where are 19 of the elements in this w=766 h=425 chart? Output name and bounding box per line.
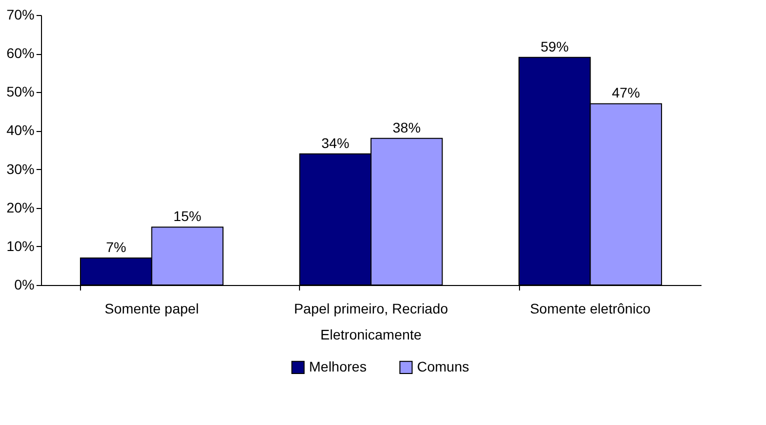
legend-label: Melhores [309, 358, 367, 374]
y-tick-label: 20% [6, 199, 34, 216]
data-label: 47% [612, 84, 640, 101]
y-tick-label: 30% [6, 160, 34, 177]
x-tick-label: Papel primeiro, Recriado Eletronicamente [294, 300, 448, 342]
y-tick-label: 70% [6, 6, 34, 22]
y-tick-label: 60% [6, 45, 34, 62]
y-tick-label: 10% [6, 238, 34, 254]
data-label: 7% [106, 239, 126, 255]
y-tick-label: 0% [14, 276, 34, 292]
data-label: 15% [173, 208, 202, 224]
y-tick-label: 40% [6, 122, 34, 138]
x-tick-label: Somente papel [104, 300, 199, 316]
data-label: 59% [540, 38, 569, 54]
x-tick-label: Somente eletrônico [530, 300, 651, 316]
data-label: 38% [392, 119, 421, 136]
legend-label: Comuns [417, 358, 470, 374]
data-label: 34% [321, 134, 350, 151]
y-tick-label: 50% [6, 84, 34, 100]
